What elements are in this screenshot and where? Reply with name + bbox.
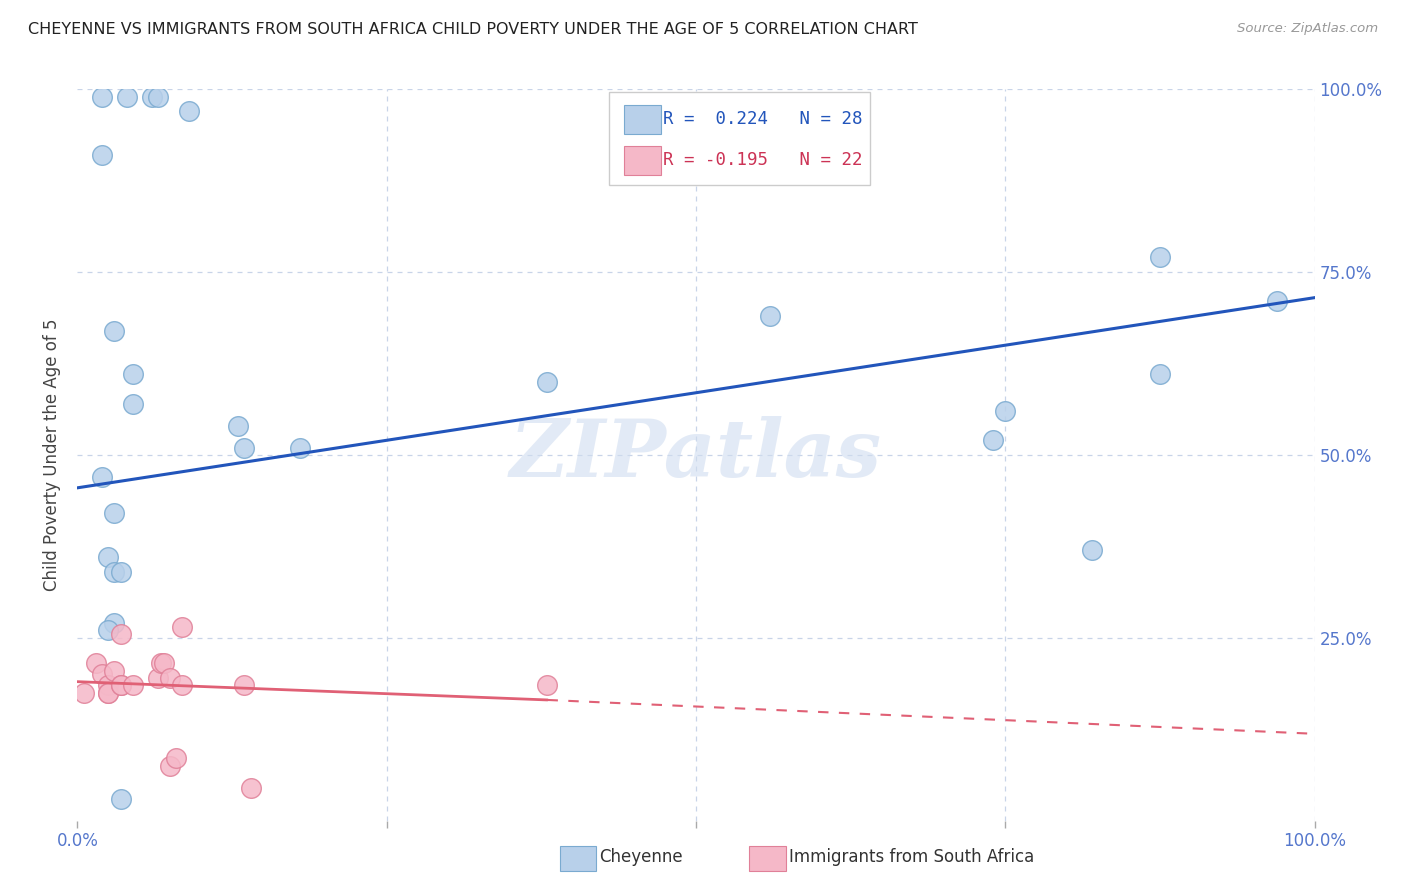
Text: Immigrants from South Africa: Immigrants from South Africa: [789, 848, 1033, 866]
Point: [233, 441, 256, 455]
Point: [103, 616, 125, 631]
Point: [84, 657, 107, 671]
Point: [172, 678, 194, 692]
Point: [97, 550, 120, 565]
Point: [97, 686, 120, 700]
Point: [91, 89, 114, 103]
Text: R = -0.195   N = 22: R = -0.195 N = 22: [664, 151, 863, 169]
Point: [165, 751, 187, 765]
Point: [159, 671, 181, 685]
Point: [536, 678, 558, 692]
Point: [122, 678, 145, 692]
Point: [110, 791, 132, 805]
Point: [177, 104, 200, 119]
Point: [146, 671, 169, 685]
Point: [172, 620, 194, 634]
Point: [146, 89, 169, 103]
Text: Source: ZipAtlas.com: Source: ZipAtlas.com: [1237, 22, 1378, 36]
Point: [233, 678, 256, 692]
Point: [115, 89, 138, 103]
Point: [103, 664, 125, 678]
Point: [110, 627, 132, 641]
Point: [1149, 368, 1171, 382]
Point: [122, 397, 145, 411]
Point: [97, 686, 120, 700]
Point: [110, 678, 132, 692]
Text: CHEYENNE VS IMMIGRANTS FROM SOUTH AFRICA CHILD POVERTY UNDER THE AGE OF 5 CORREL: CHEYENNE VS IMMIGRANTS FROM SOUTH AFRICA…: [28, 22, 918, 37]
Text: Cheyenne: Cheyenne: [599, 848, 682, 866]
Point: [153, 657, 176, 671]
Point: [150, 657, 173, 671]
Point: [141, 89, 163, 103]
Point: [122, 368, 145, 382]
Text: R =  0.224   N = 28: R = 0.224 N = 28: [664, 110, 863, 128]
Point: [103, 507, 125, 521]
Point: [110, 678, 132, 692]
Point: [97, 624, 120, 638]
Y-axis label: Child Poverty Under the Age of 5: Child Poverty Under the Age of 5: [44, 318, 62, 591]
Point: [1081, 543, 1104, 558]
Point: [981, 434, 1004, 448]
Text: ZIPatlas: ZIPatlas: [510, 417, 882, 493]
Point: [110, 565, 132, 579]
Point: [226, 418, 249, 433]
Point: [72, 686, 94, 700]
Point: [1149, 251, 1171, 265]
Point: [91, 470, 114, 484]
Point: [994, 404, 1017, 418]
Point: [103, 565, 125, 579]
Point: [239, 780, 262, 795]
Point: [288, 441, 311, 455]
Point: [97, 678, 120, 692]
Point: [91, 148, 114, 162]
Point: [91, 667, 114, 681]
Point: [536, 375, 558, 389]
Point: [103, 324, 125, 338]
Point: [759, 309, 782, 323]
Point: [159, 758, 181, 772]
Point: [1267, 294, 1289, 309]
